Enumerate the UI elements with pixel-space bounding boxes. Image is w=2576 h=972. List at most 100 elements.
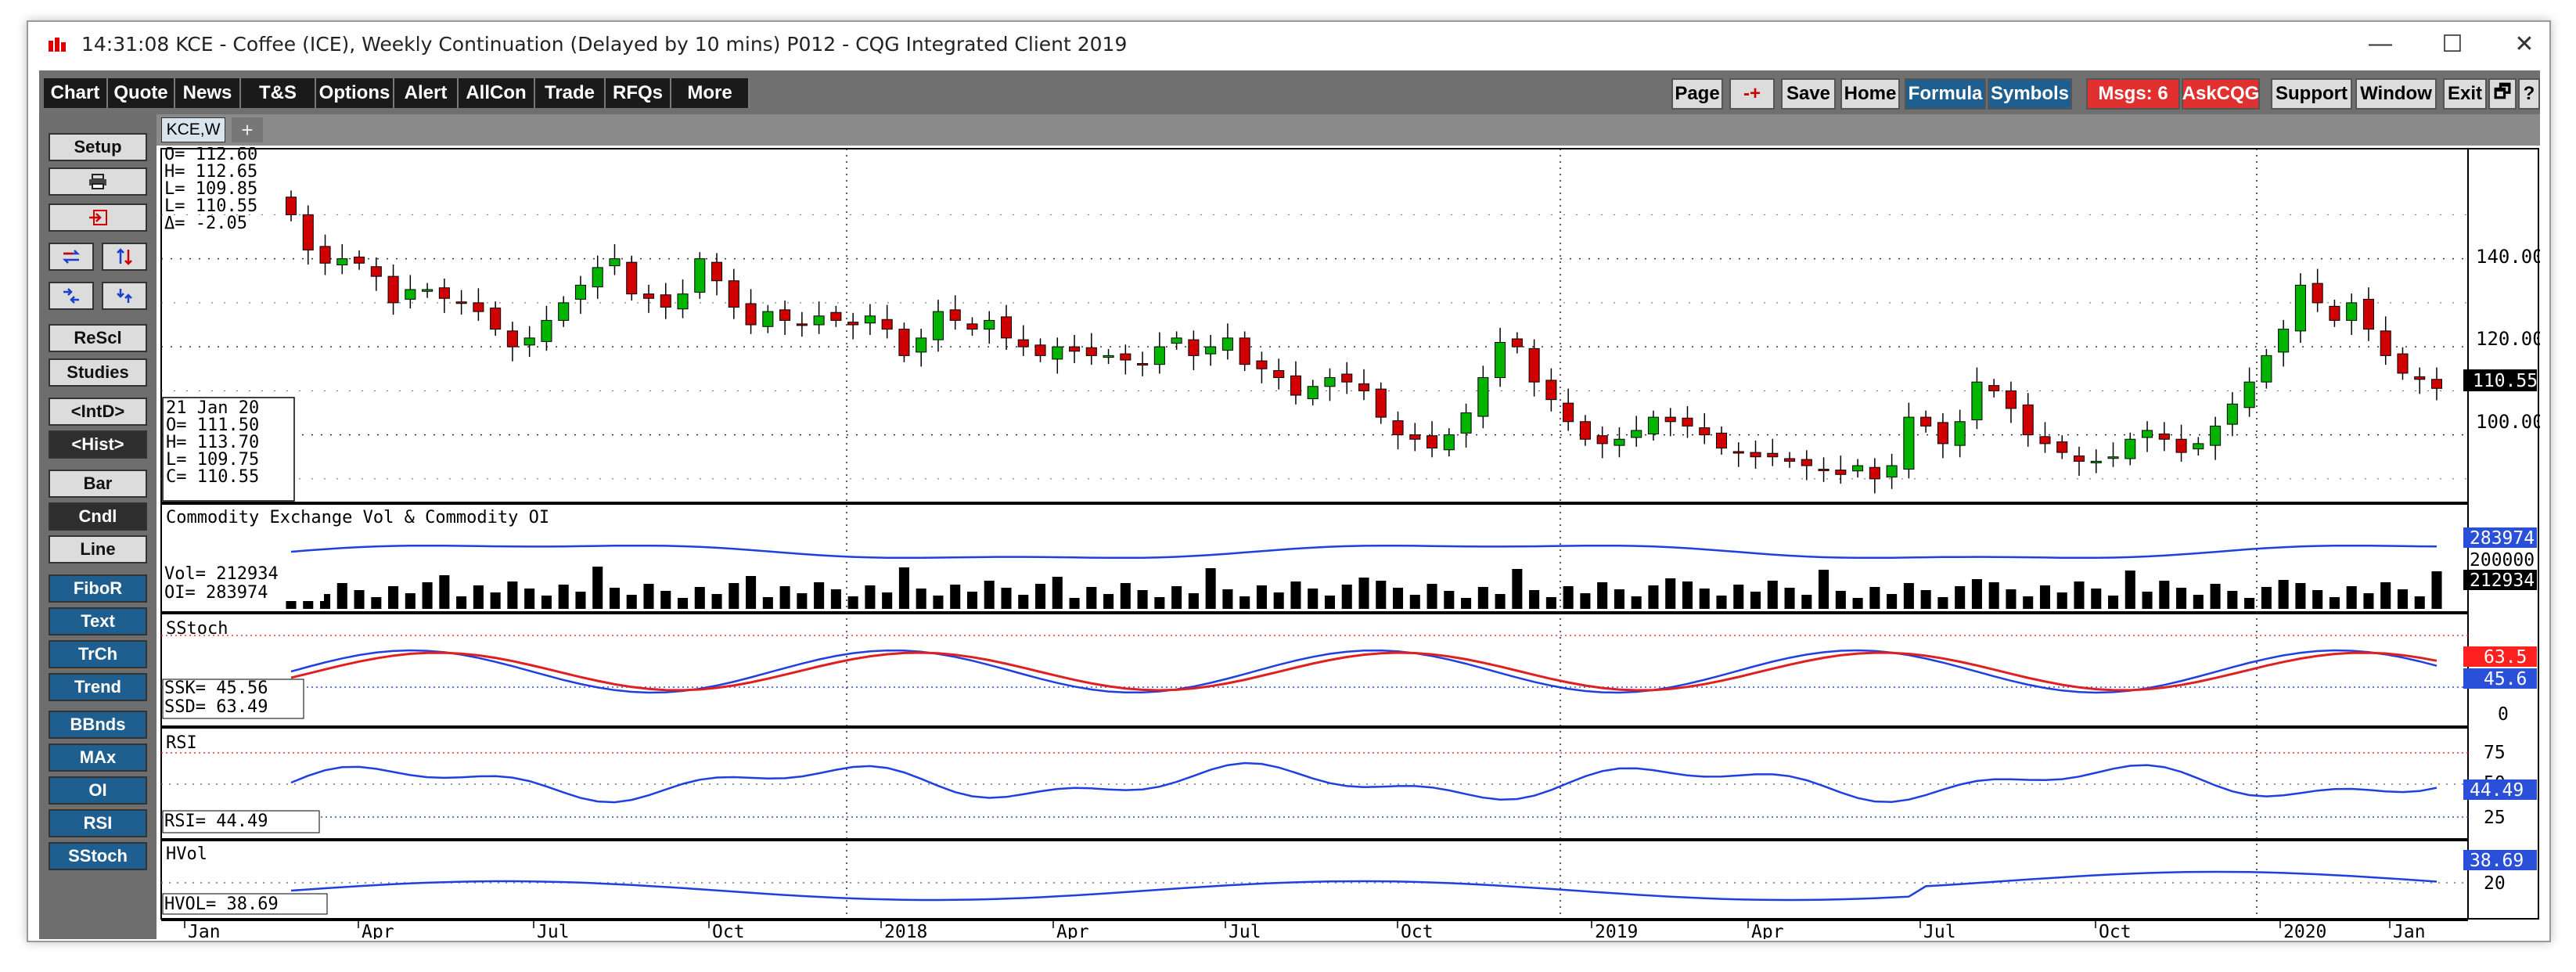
support-button[interactable]: Support: [2271, 78, 2352, 110]
candle-body: [285, 196, 297, 215]
compress-horizontal-icon[interactable]: [49, 282, 94, 310]
chart-tab-strip: KCE,W +: [157, 114, 2540, 146]
candle-body: [898, 329, 910, 356]
volume-bar: [2142, 592, 2153, 609]
left-sidebar: Setup ReScl Studies <IntD> <Hist> Bar Cn…: [39, 114, 157, 939]
close-button[interactable]: ✕: [2514, 31, 2535, 57]
swap-horizontal-icon[interactable]: [49, 243, 94, 271]
volume-bar: [1716, 596, 1727, 609]
ssd-line: [290, 651, 2437, 692]
volume-bar: [1767, 581, 1778, 609]
ohlc-open: O= 112.60: [164, 147, 257, 164]
add-tab-button[interactable]: +: [232, 117, 263, 142]
askcqg-button[interactable]: AskCQG: [2182, 78, 2260, 110]
intraday-button[interactable]: <IntD>: [49, 398, 147, 426]
volume-bar: [1018, 595, 1029, 609]
cursor-low: L= 109.75: [166, 450, 259, 470]
rescale-button[interactable]: ReScl: [49, 324, 147, 352]
chart-svg[interactable]: O= 112.60 H= 112.65 L= 109.85 L= 110.55 …: [160, 145, 2544, 942]
window-button[interactable]: Window: [2355, 78, 2437, 110]
candle-body: [881, 319, 893, 330]
sstoch-button[interactable]: SStoch: [49, 842, 147, 870]
volume-bar: [558, 585, 569, 609]
volume-bar: [779, 586, 790, 609]
toolbar-allcon-button[interactable]: AllCon: [459, 78, 535, 108]
volume-bar: [1529, 590, 1540, 609]
candle-body: [2056, 441, 2068, 453]
volume-bar: [2346, 586, 2357, 609]
candle-body: [1545, 380, 1557, 401]
toolbar-trade-button[interactable]: Trade: [535, 78, 606, 108]
candle-body: [2090, 460, 2102, 463]
candle-body: [1920, 416, 1932, 427]
trend-button[interactable]: Trend: [49, 673, 147, 701]
page-button[interactable]: Page: [1671, 78, 1723, 110]
formula-button[interactable]: Formula: [1905, 78, 1986, 110]
volume-bar: [1887, 594, 1898, 609]
volume-readout: Vol= 212934: [164, 564, 279, 584]
bar-chart-button[interactable]: Bar: [49, 470, 147, 498]
ssk-last-badge: [2463, 668, 2537, 689]
candle-body: [1341, 373, 1353, 383]
candle-body: [574, 284, 586, 300]
setup-button[interactable]: Setup: [49, 133, 147, 161]
candle-body: [302, 214, 314, 250]
x-axis-label: 2019: [1595, 922, 1638, 939]
save-button[interactable]: Save: [1781, 78, 1836, 110]
rsi-button[interactable]: RSI: [49, 809, 147, 837]
symbols-button[interactable]: Symbols: [1988, 78, 2072, 110]
volume-bar: [2124, 571, 2135, 609]
toolbar-options-button[interactable]: Options: [316, 78, 394, 108]
help-icon[interactable]: ?: [2518, 78, 2540, 110]
x-axis-label: Oct: [712, 922, 745, 939]
toolbar-rfqs-button[interactable]: RFQs: [606, 78, 671, 108]
volume-bar: [2414, 596, 2425, 609]
exit-button[interactable]: Exit: [2443, 78, 2487, 110]
fibonacci-retracement-button[interactable]: FiboR: [49, 574, 147, 603]
step-arrows-button[interactable]: -+: [1729, 78, 1775, 110]
bollinger-bands-button[interactable]: BBnds: [49, 711, 147, 739]
toolbar-alert-button[interactable]: Alert: [394, 78, 459, 108]
volume-bar: [984, 581, 995, 609]
toolbar-chart-button[interactable]: Chart: [44, 78, 108, 108]
tab-kce-weekly[interactable]: KCE,W: [161, 117, 225, 142]
minimize-button[interactable]: —: [2369, 31, 2392, 56]
volume-bar: [797, 593, 808, 609]
volume-bar: [1256, 585, 1267, 609]
candle-body: [1017, 339, 1029, 347]
swap-vertical-icon[interactable]: [102, 243, 147, 271]
chart-area[interactable]: O= 112.60 H= 112.65 L= 109.85 L= 110.55 …: [160, 145, 2544, 942]
candle-body: [745, 303, 757, 326]
home-button[interactable]: Home: [1840, 78, 1900, 110]
restore-icon[interactable]: 🗗: [2488, 78, 2517, 110]
maximize-button[interactable]: ☐: [2441, 31, 2463, 57]
toolbar-ts-button[interactable]: T&S: [241, 78, 316, 108]
candle-body: [2362, 298, 2374, 330]
history-button[interactable]: <Hist>: [49, 430, 147, 459]
toolbar-more-button[interactable]: More: [671, 78, 750, 108]
volume-bar: [677, 598, 689, 609]
compress-vertical-icon[interactable]: [102, 282, 147, 310]
candle-body: [1000, 316, 1013, 339]
volume-bar: [1358, 578, 1369, 609]
rsi-last-badge: [2463, 779, 2537, 800]
candle-body: [2158, 434, 2170, 440]
volume-bar: [2159, 581, 2170, 609]
open-interest-button[interactable]: OI: [49, 776, 147, 805]
oi-last-badge: [2463, 527, 2537, 548]
printer-icon[interactable]: [49, 167, 147, 196]
candle-body: [336, 258, 348, 265]
msgs-button[interactable]: Msgs: 6: [2086, 78, 2180, 110]
toolbar-quote-button[interactable]: Quote: [108, 78, 175, 108]
text-tool-button[interactable]: Text: [49, 607, 147, 635]
line-chart-button[interactable]: Line: [49, 535, 147, 563]
moving-average-button[interactable]: MAx: [49, 743, 147, 772]
volume-bar: [1614, 589, 1624, 609]
candle-body: [592, 267, 603, 288]
toolbar-news-button[interactable]: News: [175, 78, 241, 108]
export-icon[interactable]: [49, 203, 147, 232]
studies-button[interactable]: Studies: [49, 358, 147, 387]
trend-channel-button[interactable]: TrCh: [49, 640, 147, 668]
candle-body: [1852, 465, 1864, 472]
candle-chart-button[interactable]: Cndl: [49, 502, 147, 531]
